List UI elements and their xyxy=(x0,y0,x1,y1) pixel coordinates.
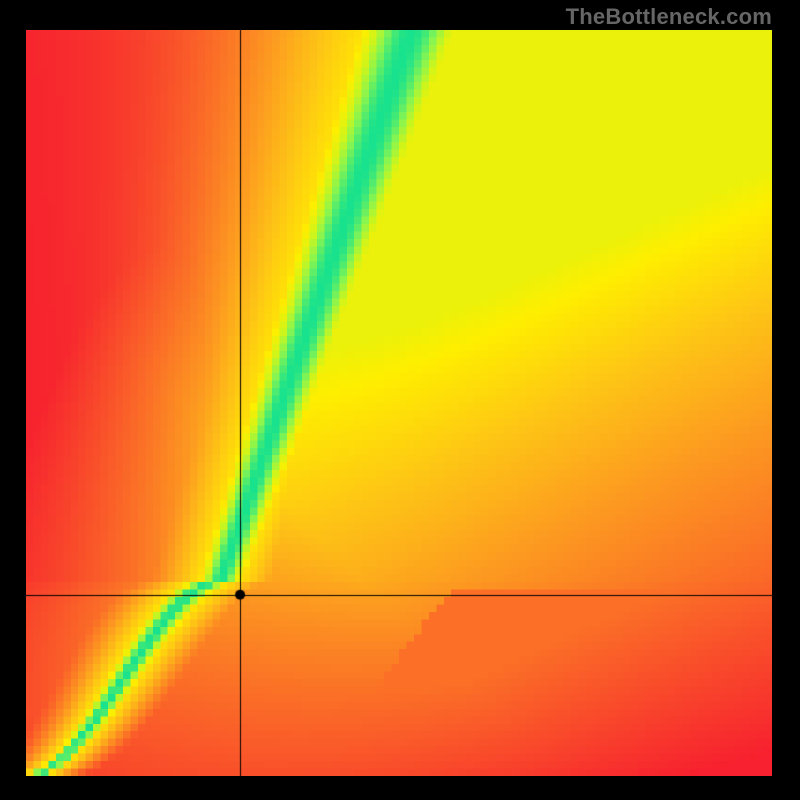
heatmap-plot xyxy=(26,30,772,776)
root: TheBottleneck.com xyxy=(0,0,800,800)
watermark-text: TheBottleneck.com xyxy=(566,4,772,30)
